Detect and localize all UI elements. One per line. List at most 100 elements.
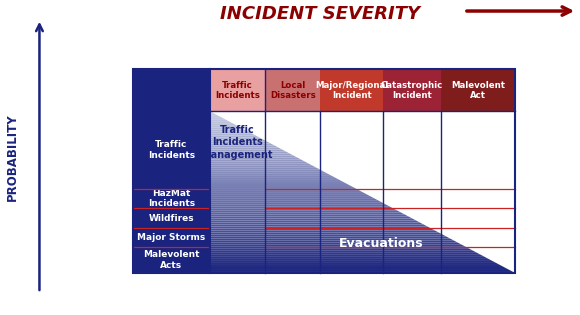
Polygon shape <box>209 156 298 158</box>
Polygon shape <box>209 247 469 249</box>
Bar <box>320 69 383 111</box>
Polygon shape <box>209 117 225 119</box>
Polygon shape <box>209 228 435 231</box>
Polygon shape <box>209 190 362 192</box>
Polygon shape <box>209 198 378 200</box>
Polygon shape <box>209 226 431 228</box>
Polygon shape <box>209 210 401 212</box>
Polygon shape <box>209 206 393 208</box>
Bar <box>133 69 515 273</box>
Polygon shape <box>209 180 343 182</box>
Polygon shape <box>209 259 492 261</box>
Polygon shape <box>209 215 408 216</box>
Text: INCIDENT SEVERITY: INCIDENT SEVERITY <box>220 5 420 23</box>
Polygon shape <box>209 192 366 194</box>
Text: Evacuations: Evacuations <box>339 238 423 250</box>
Polygon shape <box>209 220 420 222</box>
Polygon shape <box>209 146 278 147</box>
Polygon shape <box>209 123 236 125</box>
Polygon shape <box>209 194 370 196</box>
Polygon shape <box>209 127 244 129</box>
Polygon shape <box>209 222 423 225</box>
Text: Local
Disasters: Local Disasters <box>270 81 316 100</box>
Polygon shape <box>209 178 339 180</box>
Polygon shape <box>209 251 477 253</box>
Polygon shape <box>209 204 389 206</box>
Polygon shape <box>209 235 447 237</box>
Polygon shape <box>209 113 218 115</box>
Polygon shape <box>209 150 286 152</box>
Polygon shape <box>209 131 252 133</box>
Polygon shape <box>209 265 504 267</box>
Text: Malevolent
Act: Malevolent Act <box>451 81 505 100</box>
Polygon shape <box>209 152 290 154</box>
Polygon shape <box>209 200 382 202</box>
Polygon shape <box>209 141 271 144</box>
Polygon shape <box>209 263 500 265</box>
Polygon shape <box>209 271 515 273</box>
Polygon shape <box>209 269 512 271</box>
Text: HazMat
Incidents: HazMat Incidents <box>148 189 195 208</box>
Polygon shape <box>209 166 317 168</box>
Polygon shape <box>209 162 309 164</box>
Polygon shape <box>209 125 240 127</box>
Polygon shape <box>209 174 332 176</box>
Polygon shape <box>209 147 282 150</box>
Polygon shape <box>209 186 355 188</box>
Text: Traffic
Incidents
Management: Traffic Incidents Management <box>201 125 273 160</box>
Polygon shape <box>209 216 412 218</box>
Polygon shape <box>209 232 443 235</box>
Polygon shape <box>209 208 397 210</box>
Polygon shape <box>209 111 213 113</box>
Polygon shape <box>209 225 427 226</box>
Polygon shape <box>209 245 466 247</box>
Polygon shape <box>209 184 351 186</box>
Text: Major/Regional
Incident: Major/Regional Incident <box>316 81 389 100</box>
Bar <box>441 69 515 111</box>
Polygon shape <box>209 144 274 146</box>
Bar <box>383 69 441 111</box>
Polygon shape <box>209 249 473 251</box>
Text: Traffic
Incidents: Traffic Incidents <box>148 140 195 160</box>
Text: Traffic
Incidents: Traffic Incidents <box>215 81 260 100</box>
Text: Malevolent
Acts: Malevolent Acts <box>143 250 200 270</box>
Polygon shape <box>209 231 439 232</box>
Text: Wildfires: Wildfires <box>148 214 194 222</box>
Polygon shape <box>209 202 385 204</box>
Polygon shape <box>209 237 450 239</box>
Polygon shape <box>209 172 328 174</box>
Polygon shape <box>209 135 259 137</box>
Polygon shape <box>209 129 248 131</box>
Polygon shape <box>209 182 347 184</box>
Text: Catastrophic
Incident: Catastrophic Incident <box>381 81 443 100</box>
Bar <box>265 69 320 111</box>
Polygon shape <box>209 188 358 190</box>
Polygon shape <box>209 140 267 141</box>
Polygon shape <box>209 267 508 269</box>
Polygon shape <box>209 196 374 198</box>
Polygon shape <box>209 133 255 135</box>
Polygon shape <box>209 212 404 215</box>
Polygon shape <box>209 137 263 140</box>
Polygon shape <box>209 121 233 123</box>
Text: PROBABILITY: PROBABILITY <box>6 114 19 201</box>
Polygon shape <box>209 158 301 160</box>
Polygon shape <box>209 241 458 243</box>
Polygon shape <box>209 253 481 255</box>
Bar <box>133 69 209 273</box>
Bar <box>209 69 265 111</box>
Polygon shape <box>209 160 305 162</box>
Polygon shape <box>209 154 293 156</box>
Polygon shape <box>209 243 462 245</box>
Polygon shape <box>209 119 229 121</box>
Polygon shape <box>209 239 454 241</box>
Text: Major Storms: Major Storms <box>137 233 205 242</box>
Polygon shape <box>209 170 324 172</box>
Bar <box>209 111 515 273</box>
Polygon shape <box>209 115 221 117</box>
Polygon shape <box>209 255 485 257</box>
Polygon shape <box>209 218 416 220</box>
Polygon shape <box>209 257 488 259</box>
Polygon shape <box>209 261 496 263</box>
Polygon shape <box>209 176 336 178</box>
